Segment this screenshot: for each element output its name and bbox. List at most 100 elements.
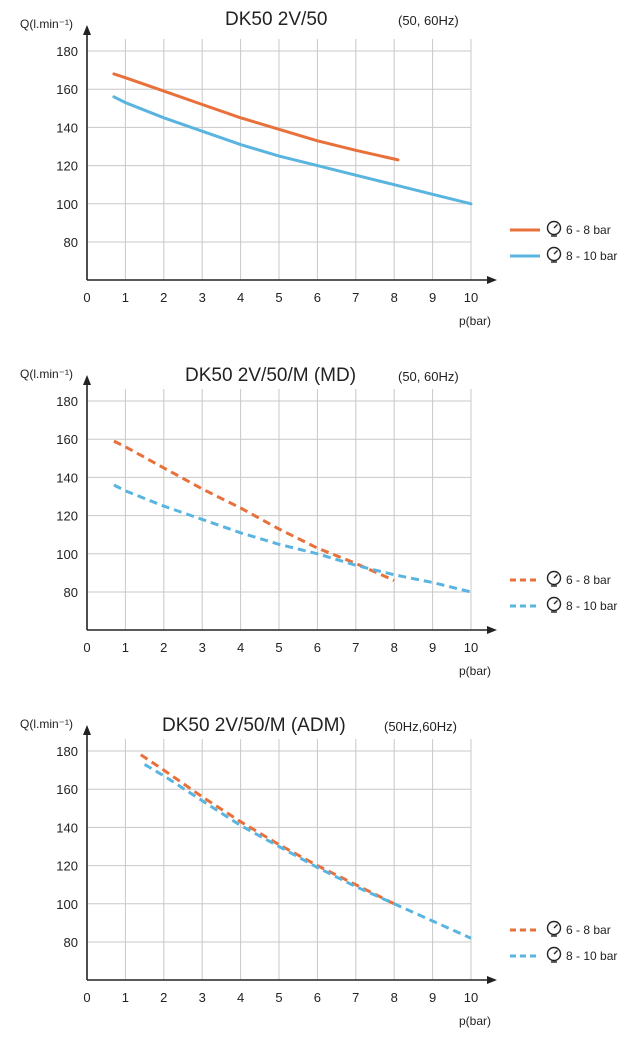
x-tick-label: 0 (83, 640, 90, 655)
y-tick-label: 160 (56, 432, 78, 447)
legend-label: 6 - 8 bar (566, 573, 611, 587)
x-tick-label: 5 (275, 290, 282, 305)
pressure-gauge-icon (546, 246, 562, 262)
gauge-needle (553, 924, 558, 929)
series-line-6-8-bar (113, 439, 395, 582)
chart-subtitle: (50, 60Hz) (398, 369, 459, 384)
pressure-gauge-icon (546, 570, 562, 586)
x-tick-label: 3 (199, 990, 206, 1005)
x-tick-label: 3 (199, 640, 206, 655)
y-tick-label: 180 (56, 744, 78, 759)
y-tick-label: 80 (64, 935, 78, 950)
x-tick-label: 6 (314, 990, 321, 1005)
x-tick-label: 8 (391, 290, 398, 305)
y-tick-label: 160 (56, 82, 78, 97)
chart-panel-2: 0 1 2 3 4 5 6 7 8 9 10 80 100 120 140 160 180 Q(l.min⁻¹) p… (20, 365, 617, 678)
x-tick-label: 10 (464, 290, 478, 305)
x-tick-label: 0 (83, 990, 90, 1005)
pressure-gauge-icon (546, 596, 562, 612)
y-axis-label: Q(l.min⁻¹) (20, 17, 73, 31)
y-tick-label: 100 (56, 897, 78, 912)
chart-title: DK50 2V/50 (225, 9, 327, 30)
chart-title: DK50 2V/50/M (ADM) (162, 715, 346, 736)
x-tick-label: 6 (314, 290, 321, 305)
gauge-needle (553, 250, 558, 255)
x-tick-label: 1 (122, 640, 129, 655)
x-tick-label: 4 (237, 640, 244, 655)
x-tick-label: 2 (160, 990, 167, 1005)
y-tick-label: 120 (56, 159, 78, 174)
legend-item: 6 - 8 bar (510, 220, 611, 237)
x-tick-label: 5 (275, 990, 282, 1005)
gauge-needle (553, 574, 558, 579)
x-axis-arrow (487, 626, 497, 634)
x-tick-label: 2 (160, 290, 167, 305)
y-tick-label: 120 (56, 509, 78, 524)
pressure-gauge-icon (546, 920, 562, 936)
x-tick-label: 7 (352, 990, 359, 1005)
x-axis-arrow (487, 276, 497, 284)
legend-label: 6 - 8 bar (566, 923, 611, 937)
x-tick-label: 7 (352, 290, 359, 305)
x-tick-label: 6 (314, 640, 321, 655)
y-axis-arrow (83, 375, 91, 385)
y-tick-label: 160 (56, 782, 78, 797)
y-tick-label: 80 (64, 585, 78, 600)
x-tick-label: 8 (391, 990, 398, 1005)
y-tick-label: 140 (56, 120, 78, 135)
x-tick-label: 5 (275, 640, 282, 655)
x-tick-label: 9 (429, 640, 436, 655)
y-axis-arrow (83, 725, 91, 735)
legend-item: 8 - 10 bar (510, 946, 617, 963)
chart-panel-3: 0 1 2 3 4 5 6 7 8 9 10 80 100 120 140 160 180 Q(l.min⁻¹) p… (20, 715, 617, 1028)
legend-item: 8 - 10 bar (510, 246, 617, 263)
series-line-8-10-bar (112, 95, 473, 206)
pressure-gauge-icon (546, 946, 562, 962)
y-tick-label: 80 (64, 235, 78, 250)
legend-label: 6 - 8 bar (566, 223, 611, 237)
x-axis-label: p(bar) (459, 1014, 491, 1028)
legend-label: 8 - 10 bar (566, 249, 617, 263)
chart-subtitle: (50Hz,60Hz) (384, 719, 457, 734)
x-tick-label: 2 (160, 640, 167, 655)
legend-label: 8 - 10 bar (566, 599, 617, 613)
x-tick-label: 7 (352, 640, 359, 655)
y-tick-label: 120 (56, 859, 78, 874)
chart-subtitle: (50, 60Hz) (398, 13, 459, 28)
x-tick-label: 4 (237, 290, 244, 305)
pressure-gauge-icon (546, 220, 562, 236)
x-axis-label: p(bar) (459, 664, 491, 678)
chart-title: DK50 2V/50/M (MD) (185, 365, 356, 386)
gauge-needle (553, 600, 558, 605)
legend-item: 8 - 10 bar (510, 596, 617, 613)
y-tick-label: 180 (56, 394, 78, 409)
x-tick-label: 1 (122, 290, 129, 305)
y-axis-arrow (83, 25, 91, 35)
y-axis-label: Q(l.min⁻¹) (20, 717, 73, 731)
x-tick-label: 9 (429, 990, 436, 1005)
series-line-8-10-bar (143, 763, 472, 940)
x-tick-label: 10 (464, 640, 478, 655)
y-tick-label: 100 (56, 547, 78, 562)
x-tick-label: 0 (83, 290, 90, 305)
y-tick-label: 140 (56, 820, 78, 835)
x-tick-label: 4 (237, 990, 244, 1005)
y-tick-label: 140 (56, 470, 78, 485)
x-tick-label: 8 (391, 640, 398, 655)
x-tick-label: 9 (429, 290, 436, 305)
legend-label: 8 - 10 bar (566, 949, 617, 963)
chart-panel-1: 0 1 2 3 4 5 6 7 8 9 10 80 100 120 140 160 180 Q(l.min⁻¹) p… (20, 9, 617, 328)
y-tick-label: 100 (56, 197, 78, 212)
x-tick-label: 3 (199, 290, 206, 305)
x-tick-label: 10 (464, 990, 478, 1005)
x-axis-label: p(bar) (459, 314, 491, 328)
series-line-8-10-bar (113, 483, 472, 594)
gauge-needle (553, 950, 558, 955)
series-line-6-8-bar (112, 72, 400, 162)
x-axis-arrow (487, 976, 497, 984)
y-tick-label: 180 (56, 44, 78, 59)
y-axis-label: Q(l.min⁻¹) (20, 367, 73, 381)
legend-item: 6 - 8 bar (510, 920, 611, 937)
